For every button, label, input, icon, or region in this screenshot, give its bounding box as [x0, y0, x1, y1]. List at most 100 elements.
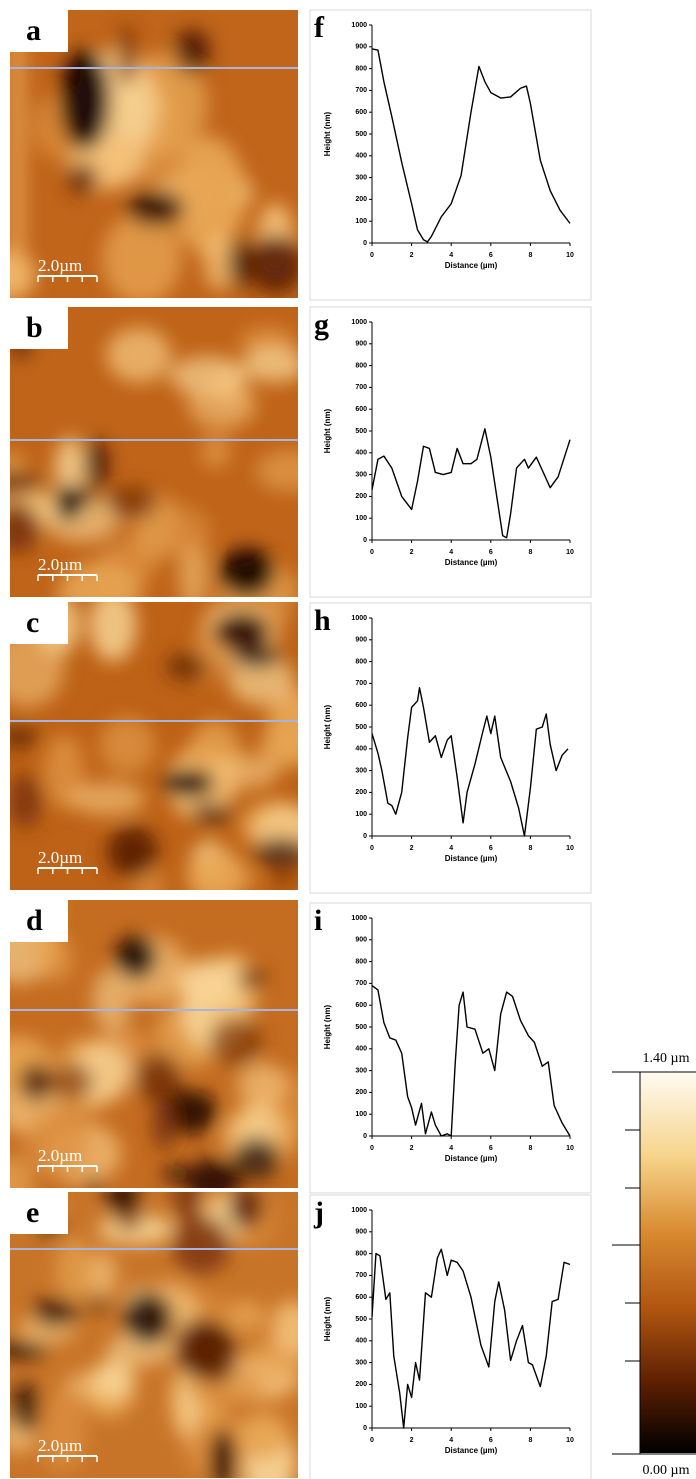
y-tick-label: 300 [355, 767, 367, 774]
y-tick-label: 500 [355, 1316, 367, 1323]
afm-grain [57, 562, 142, 597]
y-tick-label: 200 [355, 789, 367, 796]
x-tick-label: 8 [528, 1145, 532, 1152]
y-tick-label: 800 [355, 1250, 367, 1257]
y-tick-label: 0 [363, 537, 367, 544]
x-tick-label: 6 [489, 1145, 493, 1152]
y-tick-label: 800 [355, 362, 367, 369]
y-tick-label: 100 [355, 515, 367, 522]
y-tick-label: 400 [355, 746, 367, 753]
afm-pit [213, 612, 270, 653]
afm-pit [117, 22, 137, 87]
afm-grain [257, 602, 293, 627]
scale-bar-label: 2.0µm [38, 848, 82, 867]
y-tick-label: 900 [355, 44, 367, 51]
chart-frame [309, 1194, 592, 1479]
y-tick-label: 300 [355, 1067, 367, 1074]
afm-grain [92, 968, 132, 1030]
x-tick-label: 4 [449, 549, 453, 556]
panel-label: i [314, 904, 322, 937]
colorbar-max-label: 1.40 µm [643, 1051, 690, 1066]
profile-line [371, 48, 571, 243]
y-tick-label: 300 [355, 174, 367, 181]
y-tick-label: 0 [363, 240, 367, 247]
x-tick-label: 0 [370, 845, 374, 852]
panel-label: d [26, 904, 43, 937]
afm-grain [55, 1236, 92, 1304]
afm-grain [39, 1391, 87, 1472]
afm-image: b 2.0µm [10, 307, 298, 597]
x-tick-label: 0 [370, 1437, 374, 1444]
afm-image: a 2.0µm [10, 10, 298, 298]
afm-blobs [10, 602, 298, 890]
y-tick-label: 400 [355, 450, 367, 457]
afm-pit [175, 1318, 230, 1379]
afm-pit [19, 1063, 54, 1102]
x-tick-label: 10 [566, 252, 574, 259]
x-tick-label: 6 [489, 252, 493, 259]
afm-pit [54, 483, 82, 522]
y-tick-label: 700 [355, 384, 367, 391]
afm-pit [10, 1382, 42, 1433]
afm-grain [99, 716, 156, 774]
afm-pit [10, 725, 39, 749]
y-tick-label: 400 [355, 1338, 367, 1345]
afm-grain [271, 1300, 298, 1356]
afm-pit [228, 1192, 265, 1229]
afm-edge [10, 10, 24, 298]
y-tick-label: 500 [355, 1024, 367, 1031]
x-tick-label: 10 [566, 845, 574, 852]
afm-grain [68, 781, 146, 816]
afm-grain [10, 1155, 34, 1188]
afm-pit [84, 1176, 103, 1188]
afm-pit [165, 652, 208, 681]
afm-texture [10, 307, 298, 597]
x-tick-label: 6 [489, 549, 493, 556]
afm-pit [10, 502, 39, 554]
label-box [10, 900, 68, 942]
profile-line [371, 428, 571, 539]
scale-bar-label: 2.0µm [38, 1436, 82, 1455]
afm-pit [10, 1341, 49, 1359]
afm-grain [175, 959, 244, 1005]
afm-grain [236, 1062, 287, 1109]
y-tick-label: 300 [355, 471, 367, 478]
y-tick-label: 100 [355, 1403, 367, 1410]
colorbar-gradient [640, 1073, 696, 1453]
profile-line [371, 1248, 571, 1429]
y-tick-label: 200 [355, 196, 367, 203]
afm-blobs [10, 1192, 298, 1478]
y-tick-label: 300 [355, 1359, 367, 1366]
y-tick-label: 200 [355, 1381, 367, 1388]
afm-pit [66, 163, 99, 195]
chart-frame [309, 902, 592, 1194]
afm-pit [106, 484, 157, 520]
y-tick-label: 1000 [351, 22, 367, 29]
y-tick-label: 1000 [351, 915, 367, 922]
afm-image: c 2.0µm [10, 602, 298, 890]
scale-bar-label: 2.0µm [38, 555, 82, 574]
y-axis-title: Height (nm) [323, 1296, 332, 1341]
profile-chart: j 0 100 200 300 400 500 600 700 800 900 1000 0 2 4 6 8 10… [309, 1194, 592, 1479]
afm-pit [208, 1017, 264, 1067]
afm-grain [186, 847, 246, 890]
afm-grain [102, 212, 182, 298]
y-tick-label: 900 [355, 1229, 367, 1236]
afm-grain [171, 135, 246, 256]
y-tick-label: 0 [363, 1133, 367, 1140]
afm-grain [93, 1358, 135, 1400]
y-tick-label: 500 [355, 724, 367, 731]
x-tick-label: 2 [410, 549, 414, 556]
afm-pit [60, 50, 110, 150]
x-axis-title: Distance (µm) [445, 854, 498, 863]
x-axis-title: Distance (µm) [445, 1154, 498, 1163]
x-tick-label: 2 [410, 845, 414, 852]
profile-chart: f 0 100 200 300 400 500 600 700 800 900 1000 0 2 4 6 8 10… [309, 9, 592, 301]
profile-chart: g 0 100 200 300 400 500 600 700 800 900 1000 0 2 4 6 8 10… [309, 306, 592, 598]
label-box [10, 10, 68, 52]
afm-pit [162, 1165, 193, 1183]
y-tick-label: 0 [363, 833, 367, 840]
y-tick-label: 1000 [351, 319, 367, 326]
x-tick-label: 6 [489, 845, 493, 852]
